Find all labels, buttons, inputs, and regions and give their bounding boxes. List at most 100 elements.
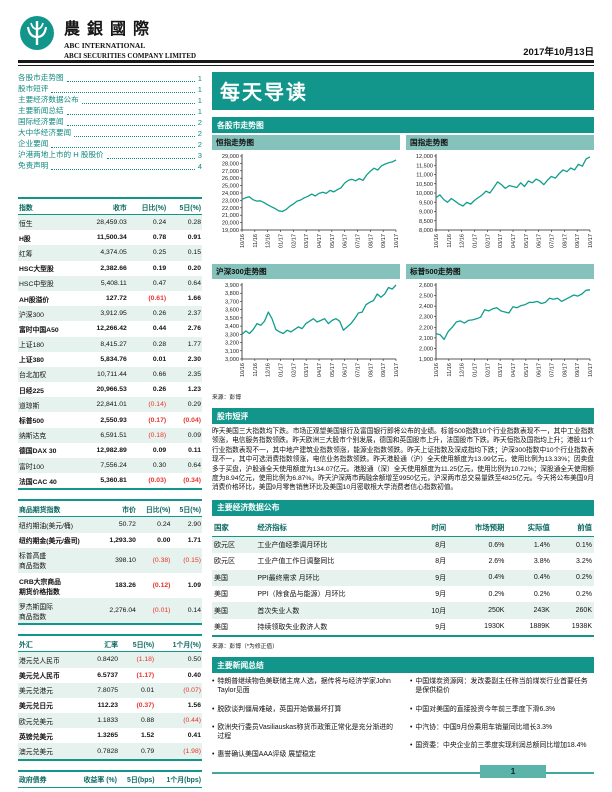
svg-text:09/17: 09/17 [575,363,581,377]
table-cell: PPI最终需求 月环比 [257,574,320,582]
toc-item[interactable]: 股市短评 1 [18,83,202,94]
table-cell: 0.91 [187,234,201,242]
svg-text:19,000: 19,000 [222,228,239,234]
svg-text:9,500: 9,500 [419,200,433,206]
table-cell: (0.14) [148,401,167,409]
svg-text:10/16: 10/16 [434,234,440,248]
data-table: 外汇 汇率 5日(%) 1个月(%) 港元兑人民币 0.8420 (1.18) 0.50 美元兑… [18,634,202,761]
svg-text:06/17: 06/17 [537,234,543,248]
table-row: AH股溢价 127.72 (0.61) 1.66 [18,291,202,306]
line-chart: 8,000 8,500 9,000 9,500 10,000 10,500 11,000 11… [416,154,594,248]
section-news-title: 主要新闻总结 [212,657,594,674]
table-cell: 首次失业人数 [257,607,300,615]
svg-text:12/16: 12/16 [460,363,466,377]
table-row: 英镑兑美元 1.3265 1.52 0.41 [18,728,202,743]
svg-text:27,000: 27,000 [222,169,239,175]
line-chart: 1,900 2,000 2,100 2,200 2,300 2,400 2,500 2,600… [419,283,594,377]
svg-text:05/17: 05/17 [330,363,336,377]
table-cell: 250K [488,607,505,615]
svg-text:09/17: 09/17 [381,234,387,248]
table-cell: 2,276.04 [109,607,136,615]
news-bullet-text: 特朗普继续物色美联储主席人选，据传将与经济学家John Taylor见面 [217,678,391,695]
economic-data-table: 国家 经济指标 时间 市场预期 实际值 前值 欧元区 工业产值经季调月环比 8月 0.6% 1.4%… [212,518,594,638]
svg-text:8,000: 8,000 [419,228,433,234]
toc-leader [106,157,195,159]
chart-title-csi300: 沪深300走势图 [212,264,400,279]
table-cell: (0.17) [148,416,167,424]
table-cell: 标普高盛 商品指数 [19,553,47,571]
svg-text:3,200: 3,200 [225,341,239,347]
table-cell: 260K [575,607,592,615]
toc-item[interactable]: 主要经济数据公布 1 [18,94,202,105]
table-cell: 0.2% [533,590,550,598]
report-date: 2017年10月13日 [523,47,594,58]
svg-text:01/17: 01/17 [473,234,479,248]
table-row: 美元兑港元 7.8075 0.01 (0.07) [18,682,202,698]
charts-grid: 恒指走势图 19,000 20,000 21,000 22,000 23,000 24,0… [212,133,594,391]
svg-text:04/17: 04/17 [511,234,517,248]
table-cell: 0.47 [152,279,167,287]
toc-leader [66,80,195,82]
toc-item[interactable]: 主要新闻总结 1 [18,105,202,116]
toc-leader [66,124,195,126]
column-header: 政府债券 [18,770,73,788]
toc-page-number: 1 [197,85,202,94]
table-cell: 0.78 [152,234,167,242]
toc-item[interactable]: 国际经济要闻 2 [18,116,202,127]
header-rule [18,60,594,66]
table-row: 纽约期金(美元/盎司) 1,293.30 0.00 1.71 [18,533,202,548]
table-cell: 欧元区 [214,542,235,550]
chart-hsi: 19,000 20,000 21,000 22,000 23,000 24,000 25,0… [212,150,400,262]
column-header: 5日(%) [167,198,202,215]
brand-name-en: ABC INTERNATIONAL [64,41,146,50]
news-column-left: • 特朗普继续物色美联储主席人选，据传将与经济学家John Taylor见面 • 脱欧… [212,677,396,768]
toc-label: 主要新闻总结 [18,106,64,115]
toc-item[interactable]: 大中华经济要闻 2 [18,127,202,138]
bullet-icon: • [212,705,215,713]
table-cell: 3.2% [576,557,592,565]
table-cell: 标普500 [19,418,44,426]
toc-item[interactable]: 企业要闻 2 [18,138,202,149]
svg-text:07/17: 07/17 [356,234,362,248]
table-row: 红筹 4,374.05 0.25 0.15 [18,245,202,261]
table-cell: (0.03) [148,477,167,485]
svg-text:11/16: 11/16 [253,234,259,248]
svg-text:23,000: 23,000 [222,198,239,204]
svg-text:12/16: 12/16 [266,363,272,377]
table-cell: 0.15 [187,249,201,257]
table-row: 澳元兑美元 0.7828 0.79 (1.98) [18,743,202,760]
toc-leader [51,168,195,170]
data-table: 商品期货指数 市价 日比(%) 5日(%) 纽约期油(美元/桶) 50.72 0.24 2.9… [18,499,202,626]
table-cell: (0.37) [136,701,155,709]
chart-hscei: 8,000 8,500 9,000 9,500 10,000 10,500 11,000 11… [406,150,594,262]
table-cell: 0.26 [152,386,167,394]
table-cell: 纽约期金(美元/盎司) [19,538,80,546]
column-header: 汇率 [83,635,120,653]
section-commentary-title: 股市短评 [212,408,594,424]
table-cell: 工业产值经季调月环比 [257,542,328,550]
table-cell: 0.79 [140,747,155,755]
table-cell: 美国 [214,591,228,599]
table-cell: 398.10 [115,556,136,564]
toc-item[interactable]: 各股市走势图 1 [18,72,202,83]
table-cell: 0.4% [533,574,550,582]
table-cell: 0.11 [188,446,201,454]
table-cell: (0.07) [183,686,201,694]
table-row: 欧元区 工业产值经季调月环比 8月 0.6% 1.4% 0.1% [212,536,594,554]
table-row: 恒生 28,459.03 0.24 0.28 [18,214,202,231]
svg-text:03/17: 03/17 [498,363,504,377]
table-cell: 0.14 [187,607,201,615]
table-cell: 9月 [435,623,447,631]
toc-item[interactable]: 免责声明 4 [18,160,202,171]
brand-company-en: ABCI SECURITIES COMPANY LIMITED [64,52,197,60]
bullet-icon: • [410,741,413,749]
table-cell: 0.00 [157,536,171,544]
svg-text:11,000: 11,000 [416,173,433,179]
news-bullet: • 国资委：中央企业前三季度实现利润总额同比增加18.4% [410,741,594,750]
charts-source-note: 来源：彭博 [212,395,241,401]
table-cell: 28,459.03 [96,219,127,227]
table-cell: 0.09 [152,446,167,454]
toc-item[interactable]: 沪港两地上市的 H 股股价 3 [18,149,202,160]
bullet-icon: • [212,723,215,731]
